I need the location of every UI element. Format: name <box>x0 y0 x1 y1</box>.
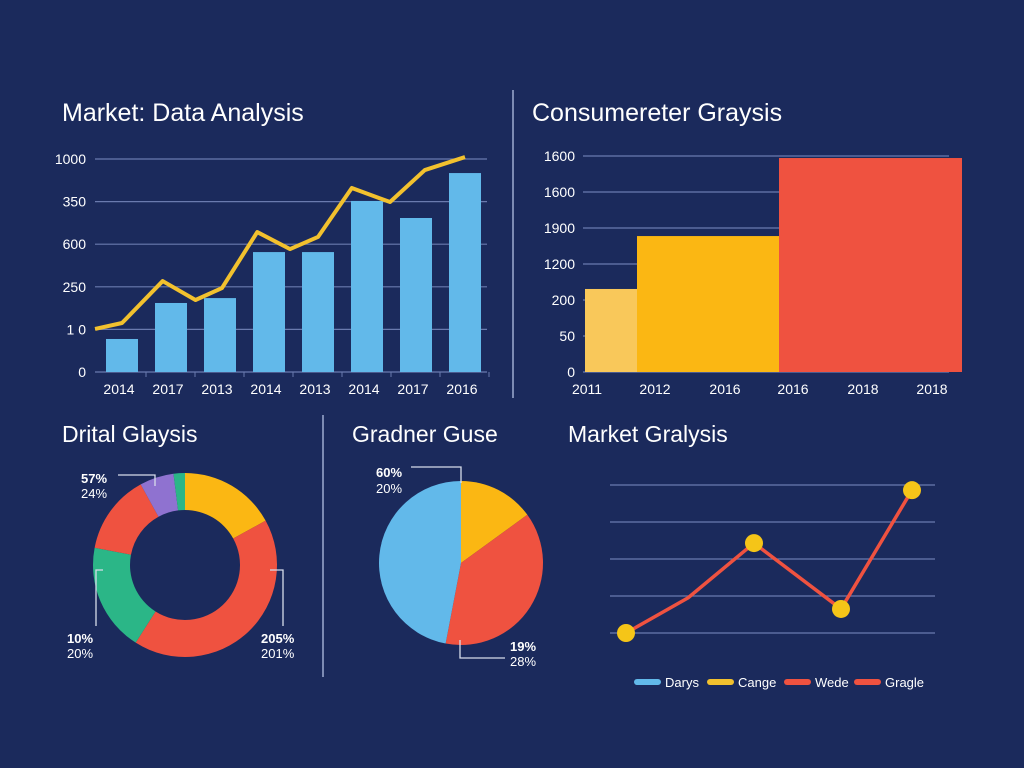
y-tick-label: 0 <box>567 364 575 380</box>
slice-label: 28% <box>510 654 536 669</box>
legend-label: Cange <box>738 675 776 690</box>
slice <box>94 484 159 555</box>
line-chart: Darys Cange Wede Gragle <box>610 481 935 690</box>
y-tick-label: 1600 <box>544 148 575 164</box>
x-tick-label: 2014 <box>348 381 379 397</box>
slice-label: 57% <box>81 471 107 486</box>
data-point <box>903 481 921 500</box>
slice <box>173 473 185 511</box>
slice <box>185 473 266 539</box>
leader-line <box>270 569 284 626</box>
legend-label: Gragle <box>885 675 924 690</box>
bar <box>204 298 236 372</box>
x-tick-label: 2011 <box>572 381 602 397</box>
x-tick-label: 2014 <box>103 381 134 397</box>
x-tick-label: 2017 <box>152 381 183 397</box>
x-tick-label: 2013 <box>299 381 330 397</box>
slice-label: 20% <box>376 481 402 496</box>
x-tick-label: 2017 <box>397 381 428 397</box>
step-bar-chart: 0 50 200 1200 1900 1600 1600 2011 2012 2016 2016 20… <box>544 148 962 397</box>
bar <box>400 218 432 372</box>
x-tick-label: 2012 <box>639 381 670 397</box>
data-point <box>832 599 850 618</box>
x-tick-label: 2016 <box>709 381 740 397</box>
bar <box>449 173 481 372</box>
slice-label: 24% <box>81 486 107 501</box>
y-tick-label: 1900 <box>544 220 575 236</box>
bar <box>351 200 383 372</box>
slice-label: 205% <box>261 631 295 646</box>
trend-line <box>94 155 466 331</box>
slice <box>445 514 543 645</box>
chart4-title: Gradner Guse <box>352 421 498 447</box>
series-line <box>625 489 914 635</box>
donut-chart: 57%24% 10%20% 205%201% <box>67 471 295 661</box>
legend-label: Darys <box>665 675 699 690</box>
slice <box>140 473 179 517</box>
leader-line <box>118 474 156 486</box>
y-tick-label: 600 <box>63 236 87 252</box>
slice <box>92 547 156 643</box>
bar-line-chart: 0 1 0 250 600 350 1000 2014 2017 2013 2014 2013 201… <box>55 151 490 397</box>
y-tick-label: 1000 <box>55 151 86 167</box>
y-tick-label: 200 <box>552 292 576 308</box>
slice <box>461 481 528 563</box>
data-point <box>745 534 763 553</box>
chart2-title: Consumereter Graysis <box>532 99 782 127</box>
y-tick-label: 350 <box>63 194 87 210</box>
chart5-title: Market Gralysis <box>568 421 728 447</box>
slice-label: 20% <box>67 646 93 661</box>
y-tick-label: 50 <box>559 328 575 344</box>
leader-line <box>411 466 462 483</box>
legend-label: Wede <box>815 675 849 690</box>
y-tick-label: 1200 <box>544 256 575 272</box>
chart1-title: Market: Data Analysis <box>62 99 304 127</box>
x-tick-label: 2016 <box>446 381 477 397</box>
bar <box>106 338 138 372</box>
y-tick-label: 250 <box>63 279 87 295</box>
bar <box>637 236 779 372</box>
y-tick-label: 1 0 <box>67 321 87 337</box>
bar <box>585 288 637 372</box>
bar <box>302 252 334 372</box>
bar <box>253 252 285 372</box>
slice-label: 19% <box>510 639 536 654</box>
y-tick-label: 1600 <box>544 184 575 200</box>
x-tick-label: 2018 <box>916 381 947 397</box>
chart3-title: Drital Glaysis <box>62 421 197 447</box>
slice-label: 60% <box>376 465 402 480</box>
bar <box>155 302 187 372</box>
slice <box>135 520 278 658</box>
leader-line <box>459 640 505 659</box>
leader-line <box>95 569 103 626</box>
x-tick-label: 2014 <box>250 381 281 397</box>
slice-label: 10% <box>67 631 93 646</box>
x-tick-label: 2016 <box>777 381 808 397</box>
x-tick-label: 2018 <box>847 381 878 397</box>
slice-label: 201% <box>261 646 295 661</box>
data-point <box>617 624 635 642</box>
slice <box>378 481 461 644</box>
bar <box>779 158 962 372</box>
pie-chart: 60%20% 19%28% <box>376 465 543 669</box>
y-tick-label: 0 <box>78 364 86 380</box>
x-tick-label: 2013 <box>201 381 232 397</box>
